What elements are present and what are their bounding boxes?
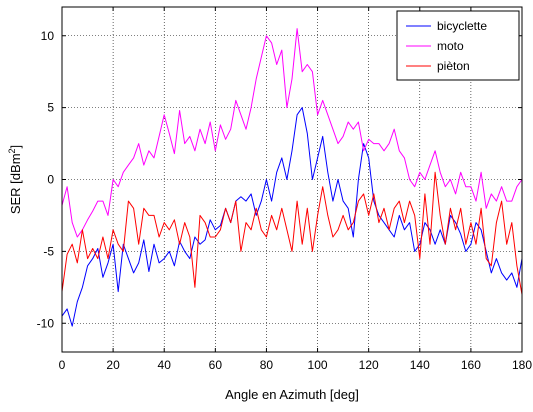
y-tick-label: -10: [37, 316, 55, 330]
x-tick-label: 160: [461, 358, 481, 372]
y-axis-label: SER [dBm2]: [7, 145, 23, 214]
y-axis-label-main: SER [dBm: [8, 153, 23, 214]
x-tick-label: 140: [410, 358, 430, 372]
x-tick-label: 60: [209, 358, 223, 372]
x-tick-label: 180: [512, 358, 532, 372]
legend-label-pieton: pièton: [437, 59, 470, 73]
plot-frame: [61, 6, 523, 353]
series-lines: [61, 28, 523, 327]
x-tick-label: 40: [158, 358, 172, 372]
x-tick-label: 120: [359, 358, 379, 372]
series-line-pieton: [61, 171, 523, 295]
y-axis-label-end: ]: [8, 145, 23, 149]
y-axis-label-superscript: 2: [7, 148, 17, 153]
y-tick-label: 10: [41, 29, 55, 43]
legend-label-moto: moto: [437, 39, 464, 53]
x-tick-label: 100: [308, 358, 328, 372]
legend-label-bicyclette: bicyclette: [437, 19, 487, 33]
series-line-moto: [61, 28, 523, 238]
x-tick-label: 20: [106, 358, 120, 372]
x-axis-label: Angle en Azimuth [deg]: [225, 387, 359, 402]
x-tick-label: 0: [59, 358, 66, 372]
y-tick-label: 0: [47, 173, 54, 187]
y-tick-labels: -10 -5 0 5 10: [37, 29, 55, 331]
x-tick-labels: 0 20 40 60 80 100 120 140 160 180: [59, 358, 533, 372]
y-tick-label: 5: [47, 101, 54, 115]
legend: bicyclette moto pièton: [396, 10, 520, 81]
x-tick-label: 80: [260, 358, 274, 372]
y-tick-label: -5: [43, 244, 54, 258]
